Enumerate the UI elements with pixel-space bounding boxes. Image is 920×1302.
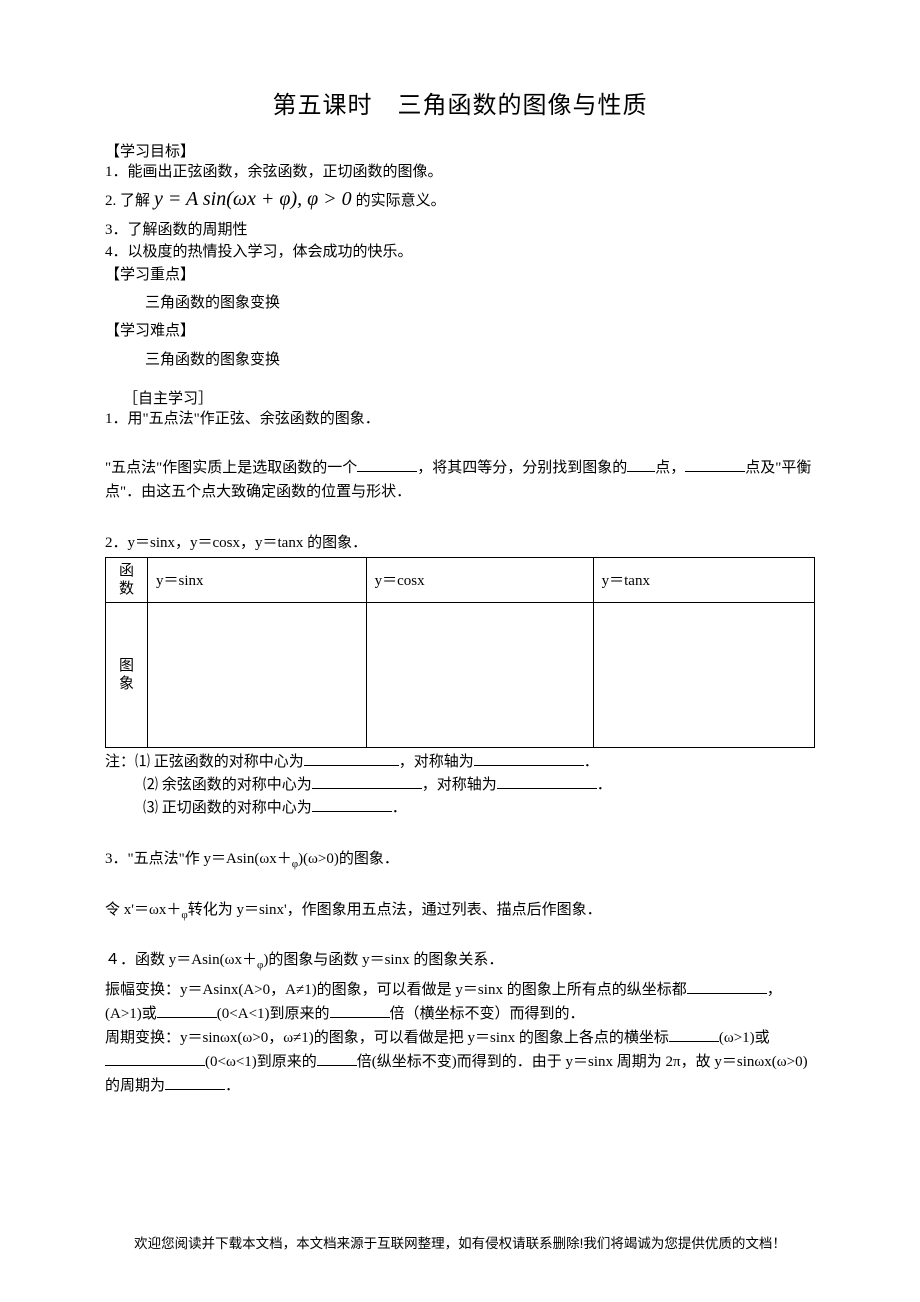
focus-label: 【学习重点】 [105, 264, 815, 287]
function-table: 函数 y＝sinx y＝cosx y＝tanx 图象 [105, 557, 815, 748]
fp-text-3: 点， [655, 460, 685, 476]
goal-item-3: 3．了解函数的周期性 [105, 219, 815, 242]
per-5: ． [225, 1078, 240, 1094]
blank [474, 751, 584, 766]
per-1: 周期变换：y＝sinωx(ω>0，ω≠1)的图象，可以看做是把 y＝sinx 的… [105, 1030, 669, 1046]
blank [105, 1051, 205, 1066]
note1b: ，对称轴为 [399, 754, 474, 770]
fp-text-1: "五点法"作图实质上是选取函数的一个 [105, 460, 357, 476]
note-1: 注：⑴ 正弦函数的对称中心为 ，对称轴为 ． [105, 751, 815, 774]
fp-text-2: ，将其四等分，分别找到图象的 [417, 460, 627, 476]
blank [304, 751, 399, 766]
note3a: ⑶ 正切函数的对称中心为 [143, 800, 312, 816]
note3b: ． [392, 800, 407, 816]
cell-cosx: y＝cosx [366, 557, 593, 602]
footer-text: 欢迎您阅读并下载本文档，本文档来源于互联网整理，如有侵权请联系删除!我们将竭诚为… [0, 1232, 920, 1252]
row-label-2: 图象 [106, 602, 148, 747]
note-2: ⑵ 余弦函数的对称中心为 ，对称轴为 ． [105, 774, 815, 797]
per-3: (0<ω<1)到原来的 [205, 1054, 317, 1070]
blank [165, 1075, 225, 1090]
goal-2-prefix: 2. 了解 [105, 189, 150, 210]
row-label-1: 函数 [106, 557, 148, 602]
amp-4: 倍（横坐标不变）而得到的． [390, 1006, 585, 1022]
note2a: ⑵ 余弦函数的对称中心为 [143, 777, 312, 793]
table-row: 图象 [106, 602, 815, 747]
goal-item-1: 1．能画出正弦函数，余弦函数，正切函数的图像。 [105, 161, 815, 184]
table-row: 函数 y＝sinx y＝cosx y＝tanx [106, 557, 815, 602]
blank [312, 797, 392, 812]
goal-2-suffix: 的实际意义。 [356, 189, 446, 210]
note2b: ，对称轴为 [422, 777, 497, 793]
note1c: ． [584, 754, 599, 770]
cell-graph-sin [148, 602, 367, 747]
goal-item-4: 4．以极度的热情投入学习，体会成功的快乐。 [105, 241, 815, 264]
self-study-label: ［自主学习］ [105, 387, 815, 408]
blank [317, 1051, 357, 1066]
blank [312, 774, 422, 789]
per-2: (ω>1)或 [719, 1030, 770, 1046]
page-title: 第五课时 三角函数的图像与性质 [105, 85, 815, 120]
cell-graph-tan [593, 602, 814, 747]
cell-sinx: y＝sinx [148, 557, 367, 602]
blank [627, 457, 655, 472]
difficulty-text: 三角函数的图象变换 [105, 348, 815, 369]
note1a: 注：⑴ 正弦函数的对称中心为 [105, 754, 304, 770]
amp-1: 振幅变换：y＝Asinx(A>0，A≠1)的图象，可以看做是 y＝sinx 的图… [105, 982, 687, 998]
five-point-desc: "五点法"作图实质上是选取函数的一个，将其四等分，分别找到图象的点，点及"平衡点… [105, 456, 815, 504]
blank [157, 1003, 217, 1018]
goal-label: 【学习目标】 [105, 140, 815, 161]
section-2-title: 2．y＝sinx，y＝cosx，y＝tanx 的图象． [105, 532, 815, 555]
blank [497, 774, 597, 789]
blank [669, 1027, 719, 1042]
blank [357, 457, 417, 472]
period-transform: 周期变换：y＝sinωx(ω>0，ω≠1)的图象，可以看做是把 y＝sinx 的… [105, 1026, 815, 1098]
note2c: ． [597, 777, 612, 793]
amp-3: (0<A<1)到原来的 [217, 1006, 330, 1022]
blank [687, 979, 767, 994]
note-3: ⑶ 正切函数的对称中心为 ． [105, 797, 815, 820]
cell-tanx: y＝tanx [593, 557, 814, 602]
self-study-1: 1．用"五点法"作正弦、余弦函数的图象． [105, 408, 815, 431]
difficulty-label: 【学习难点】 [105, 320, 815, 343]
section-3-desc: 令 x'＝ωx＋φ转化为 y＝sinx'，作图象用五点法，通过列表、描点后作图象… [105, 899, 815, 924]
goal-item-2: 2. 了解 y = A sin(ωx + φ), φ > 0 的实际意义。 [105, 188, 815, 211]
section-3: 3．"五点法"作 y＝Asin(ωx＋φ)(ω>0)的图象． [105, 848, 815, 873]
blank [685, 457, 745, 472]
focus-text: 三角函数的图象变换 [105, 291, 815, 312]
cell-graph-cos [366, 602, 593, 747]
amplitude-transform: 振幅变换：y＝Asinx(A>0，A≠1)的图象，可以看做是 y＝sinx 的图… [105, 978, 815, 1026]
section-4: ４．函数 y＝Asin(ωx＋φ)的图象与函数 y＝sinx 的图象关系． [105, 949, 815, 974]
goal-2-formula: y = A sin(ωx + φ), φ > 0 [150, 188, 356, 211]
notes-block: 注：⑴ 正弦函数的对称中心为，对称轴为． ⑵ 余弦函数的对称中心为，对称轴为． … [105, 751, 815, 821]
blank [330, 1003, 390, 1018]
